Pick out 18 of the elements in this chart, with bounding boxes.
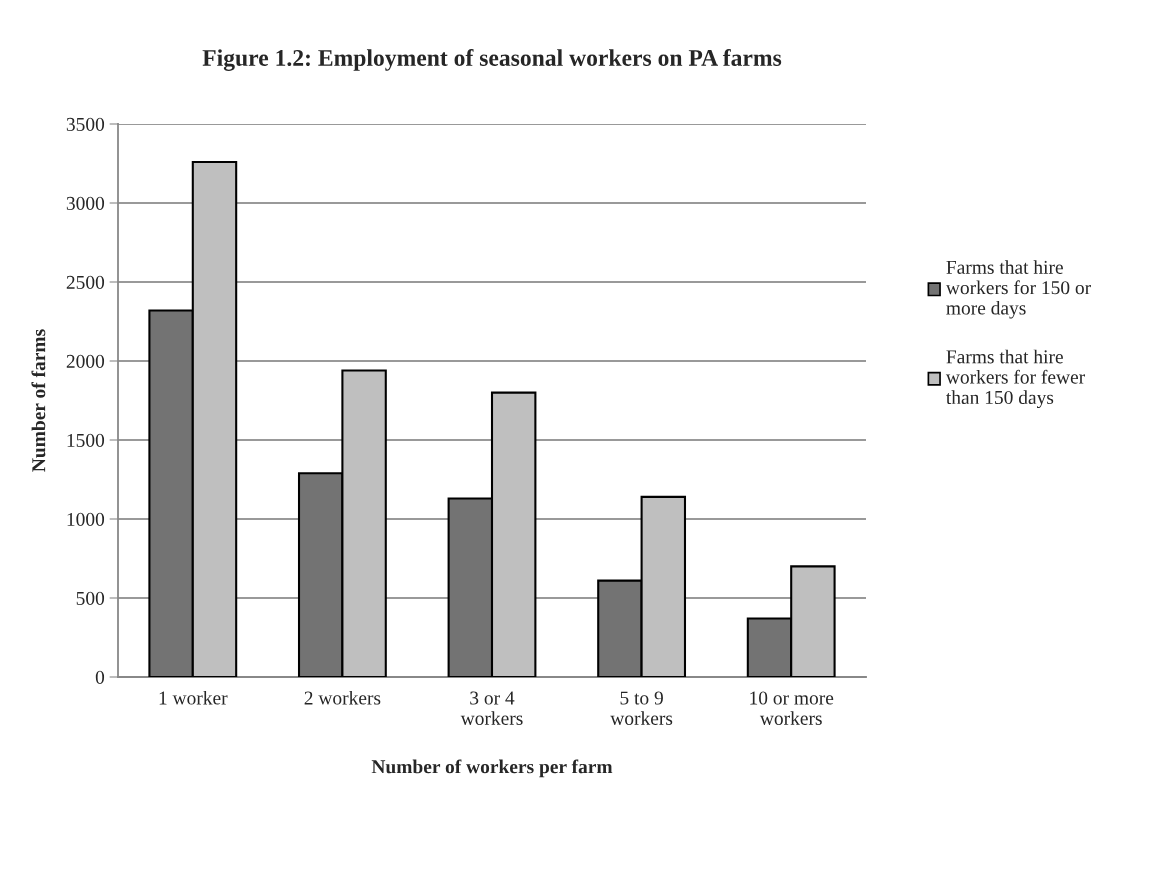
- y-tick-label: 0: [95, 670, 105, 684]
- legend-label: Farms that hire workers for 150 or more days: [945, 260, 1091, 319]
- y-tick-label: 2500: [66, 275, 105, 289]
- y-tick-label: 3000: [66, 196, 105, 210]
- legend-label: Farms that hire workers for fewer than 150 days: [945, 349, 1085, 409]
- y-axis-title: Number of farms: [31, 329, 46, 472]
- x-tick-label: 2 workers: [304, 690, 381, 705]
- y-tick-label: 3500: [66, 117, 105, 131]
- y-tick-label: 1500: [67, 433, 105, 447]
- x-tick-label: 10 or more workers: [750, 691, 834, 725]
- x-tick-label: 3 or 4 workers: [460, 691, 523, 725]
- x-tick-label: 1 worker: [159, 690, 228, 705]
- y-tick-label: 2000: [66, 354, 105, 368]
- chart-title: Figure 1.2: Employment of seasonal workers on PA farms: [202, 49, 782, 71]
- x-tick-label: 5 to 9 workers: [610, 691, 673, 725]
- y-tick-label: 1000: [67, 512, 105, 526]
- x-axis-title: Number of workers per farm: [371, 759, 613, 778]
- y-tick-label: 500: [76, 591, 105, 605]
